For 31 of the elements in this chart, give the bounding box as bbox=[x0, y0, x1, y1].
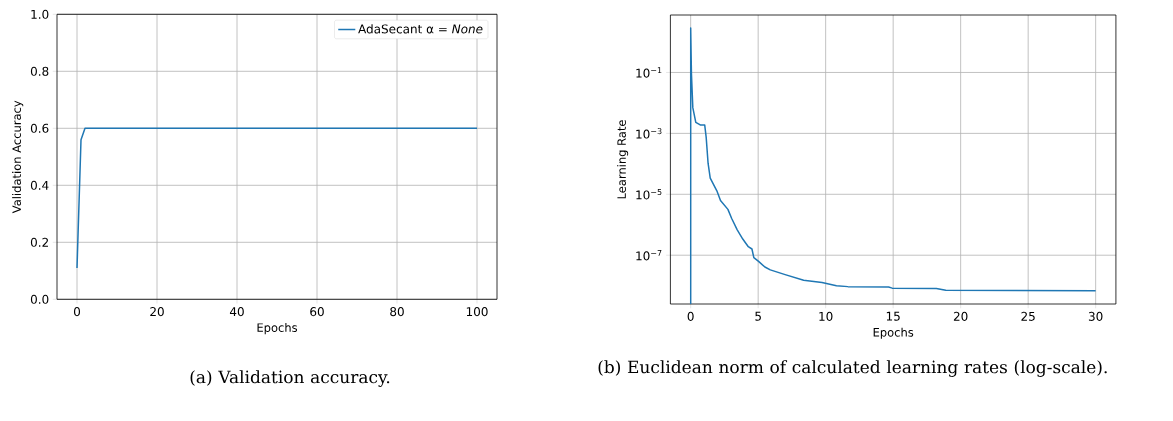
x-tick-label: 30 bbox=[1088, 311, 1103, 321]
y-tick-label: 10$^{−7}$ bbox=[636, 250, 662, 261]
x-tick-label: 5 bbox=[755, 311, 761, 321]
legend-label: AdaSecant α = None bbox=[358, 24, 483, 34]
y-tick-label: 1.0 bbox=[31, 9, 49, 19]
y-axis-title: Validation Accuracy bbox=[12, 100, 24, 214]
y-tick-label: 0.0 bbox=[30, 294, 49, 304]
y-tick-label: 0.2 bbox=[30, 237, 48, 247]
x-tick-label: 0 bbox=[73, 307, 81, 317]
x-axis-title: Epochs bbox=[257, 323, 298, 335]
x-tick-label: 60 bbox=[310, 307, 324, 317]
y-tick-label: 10$^{−1}$ bbox=[636, 67, 662, 78]
y-tick-label: 0.6 bbox=[30, 123, 49, 133]
x-tick-label: 100 bbox=[466, 307, 488, 317]
line-series bbox=[689, 27, 1097, 304]
x-tick-label: 25 bbox=[1021, 311, 1035, 321]
y-axis-title: Learning Rate bbox=[617, 120, 629, 199]
x-axis-title: Epochs bbox=[873, 327, 914, 339]
x-tick-label: 20 bbox=[150, 307, 164, 317]
x-tick-label: 10 bbox=[819, 311, 833, 321]
x-tick-label: 40 bbox=[229, 307, 244, 317]
x-tick-label: 15 bbox=[886, 311, 900, 321]
x-tick-label: 0 bbox=[687, 311, 694, 321]
text: (a) Validation accuracy. bbox=[190, 370, 390, 387]
x-tick-label: 20 bbox=[953, 311, 968, 321]
x-tick-label: 80 bbox=[390, 307, 404, 317]
y-tick-label: 0.8 bbox=[30, 66, 49, 76]
y-tick-label: 0.4 bbox=[30, 180, 49, 190]
y-tick-label: 10$^{−3}$ bbox=[636, 128, 662, 139]
text: (b) Euclidean norm of calculated learning rates (log-scale). bbox=[598, 360, 1107, 377]
y-tick-label: 10$^{−5}$ bbox=[636, 189, 662, 200]
